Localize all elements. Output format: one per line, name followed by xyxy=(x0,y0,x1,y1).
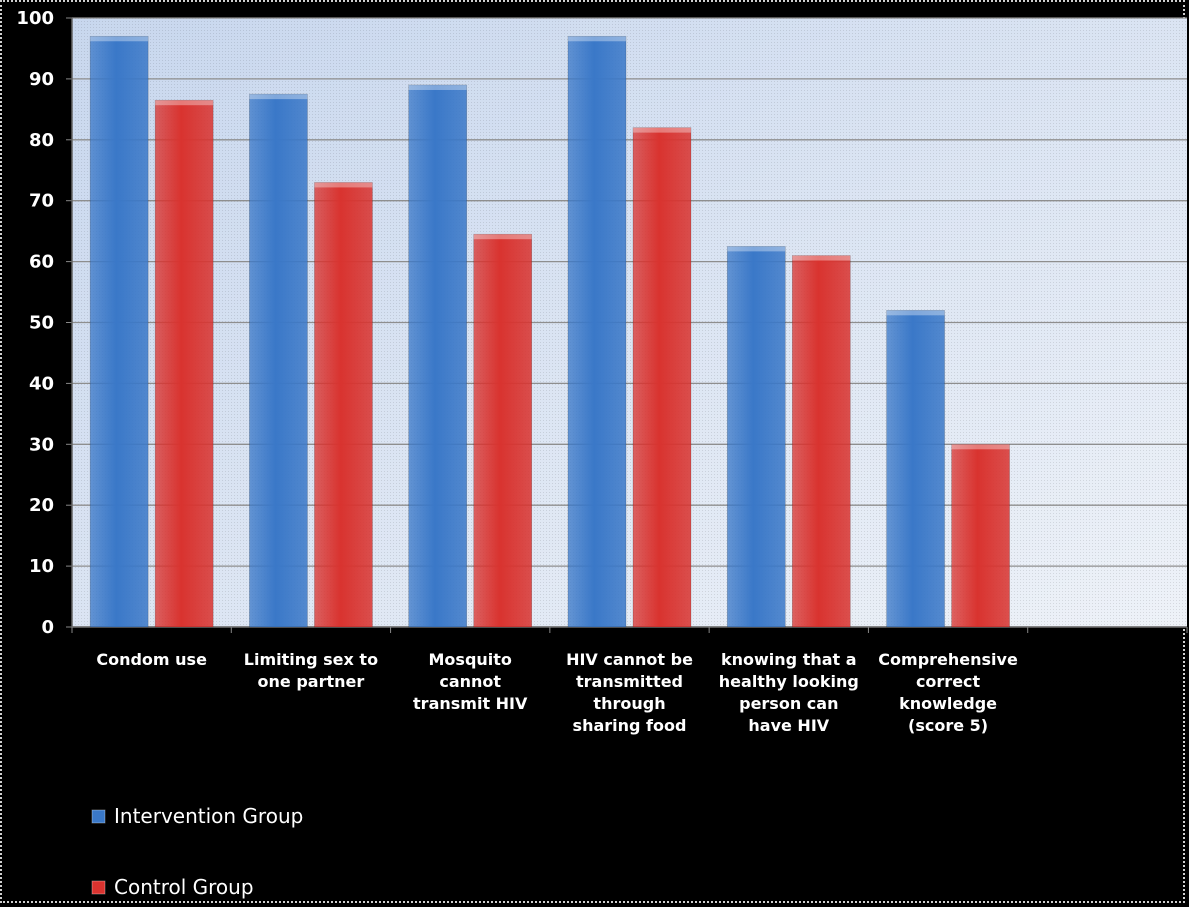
bar-top-bevel xyxy=(473,234,532,240)
bar-top-bevel xyxy=(633,127,691,133)
y-tick-label: 90 xyxy=(29,69,54,90)
bar-top-bevel xyxy=(90,36,149,42)
category-label-line: healthy looking xyxy=(719,672,859,691)
category-label-line: knowing that a xyxy=(721,650,857,669)
bar-intervention xyxy=(726,246,786,628)
category-label-line: sharing food xyxy=(573,716,687,735)
bar-intervention xyxy=(567,35,627,628)
category-label-line: knowledge xyxy=(899,694,997,713)
bar-intervention xyxy=(886,310,945,628)
y-tick-label: 70 xyxy=(29,191,54,212)
y-tick-label: 10 xyxy=(29,556,54,577)
legend-label-intervention: Intervention Group xyxy=(114,804,303,828)
bar-control xyxy=(951,443,1010,628)
bar-top-bevel xyxy=(249,94,308,100)
y-tick-label: 100 xyxy=(16,8,54,29)
legend-swatch-intervention xyxy=(91,809,106,824)
bar-intervention xyxy=(408,84,468,628)
category-label-line: transmit HIV xyxy=(413,694,528,713)
category-label: Mosquito cannot transmit HIV xyxy=(413,650,528,713)
bar-intervention xyxy=(89,35,149,628)
y-tick-label: 80 xyxy=(29,130,54,151)
bar-top-bevel xyxy=(155,100,214,106)
bar-control xyxy=(154,99,214,628)
category-label-line: HIV cannot be xyxy=(566,650,693,669)
category-label: knowing that a healthy looking person can h… xyxy=(719,650,859,735)
category-label-line: Condom use xyxy=(96,650,207,669)
legend-swatch-control xyxy=(91,880,106,895)
legend-label-control: Control Group xyxy=(114,875,254,899)
y-tick-label: 20 xyxy=(29,495,54,516)
category-label-line: correct xyxy=(916,672,981,691)
y-tick-label: 50 xyxy=(29,313,54,334)
bar-top-bevel xyxy=(951,444,1010,450)
category-label-line: Limiting sex to xyxy=(244,650,378,669)
bar-top-bevel xyxy=(408,84,467,90)
category-label-line: Comprehensive xyxy=(878,650,1018,669)
category-label-line: transmitted xyxy=(576,672,683,691)
y-tick-label: 60 xyxy=(29,252,54,273)
category-label-line: person can xyxy=(739,694,838,713)
category-label-line: cannot xyxy=(439,672,501,691)
category-label: Limiting sex to one partner xyxy=(244,650,378,691)
bar-control xyxy=(473,233,533,628)
category-label: Comprehensive correct knowledge (score 5) xyxy=(878,650,1018,735)
category-label-line: through xyxy=(593,694,665,713)
category-label-line: Mosquito xyxy=(429,650,512,669)
bar-control xyxy=(632,127,692,628)
bar-control xyxy=(791,255,851,628)
bar-top-bevel xyxy=(727,246,786,252)
category-label-line: (score 5) xyxy=(908,716,988,735)
category-label-line: one partner xyxy=(258,672,365,691)
bar-top-bevel xyxy=(314,182,373,188)
bar-top-bevel xyxy=(568,36,626,42)
category-label: HIV cannot be transmitted through sharing f… xyxy=(566,650,693,735)
y-tick-label: 30 xyxy=(29,434,54,455)
bar-top-bevel xyxy=(792,255,851,261)
category-label: Condom use xyxy=(96,650,207,669)
y-tick-label: 40 xyxy=(29,373,54,394)
bar-intervention xyxy=(249,93,308,628)
category-label-line: have HIV xyxy=(748,716,829,735)
bar-top-bevel xyxy=(886,310,945,316)
y-tick-label: 0 xyxy=(41,617,54,638)
bar-control xyxy=(314,182,373,628)
